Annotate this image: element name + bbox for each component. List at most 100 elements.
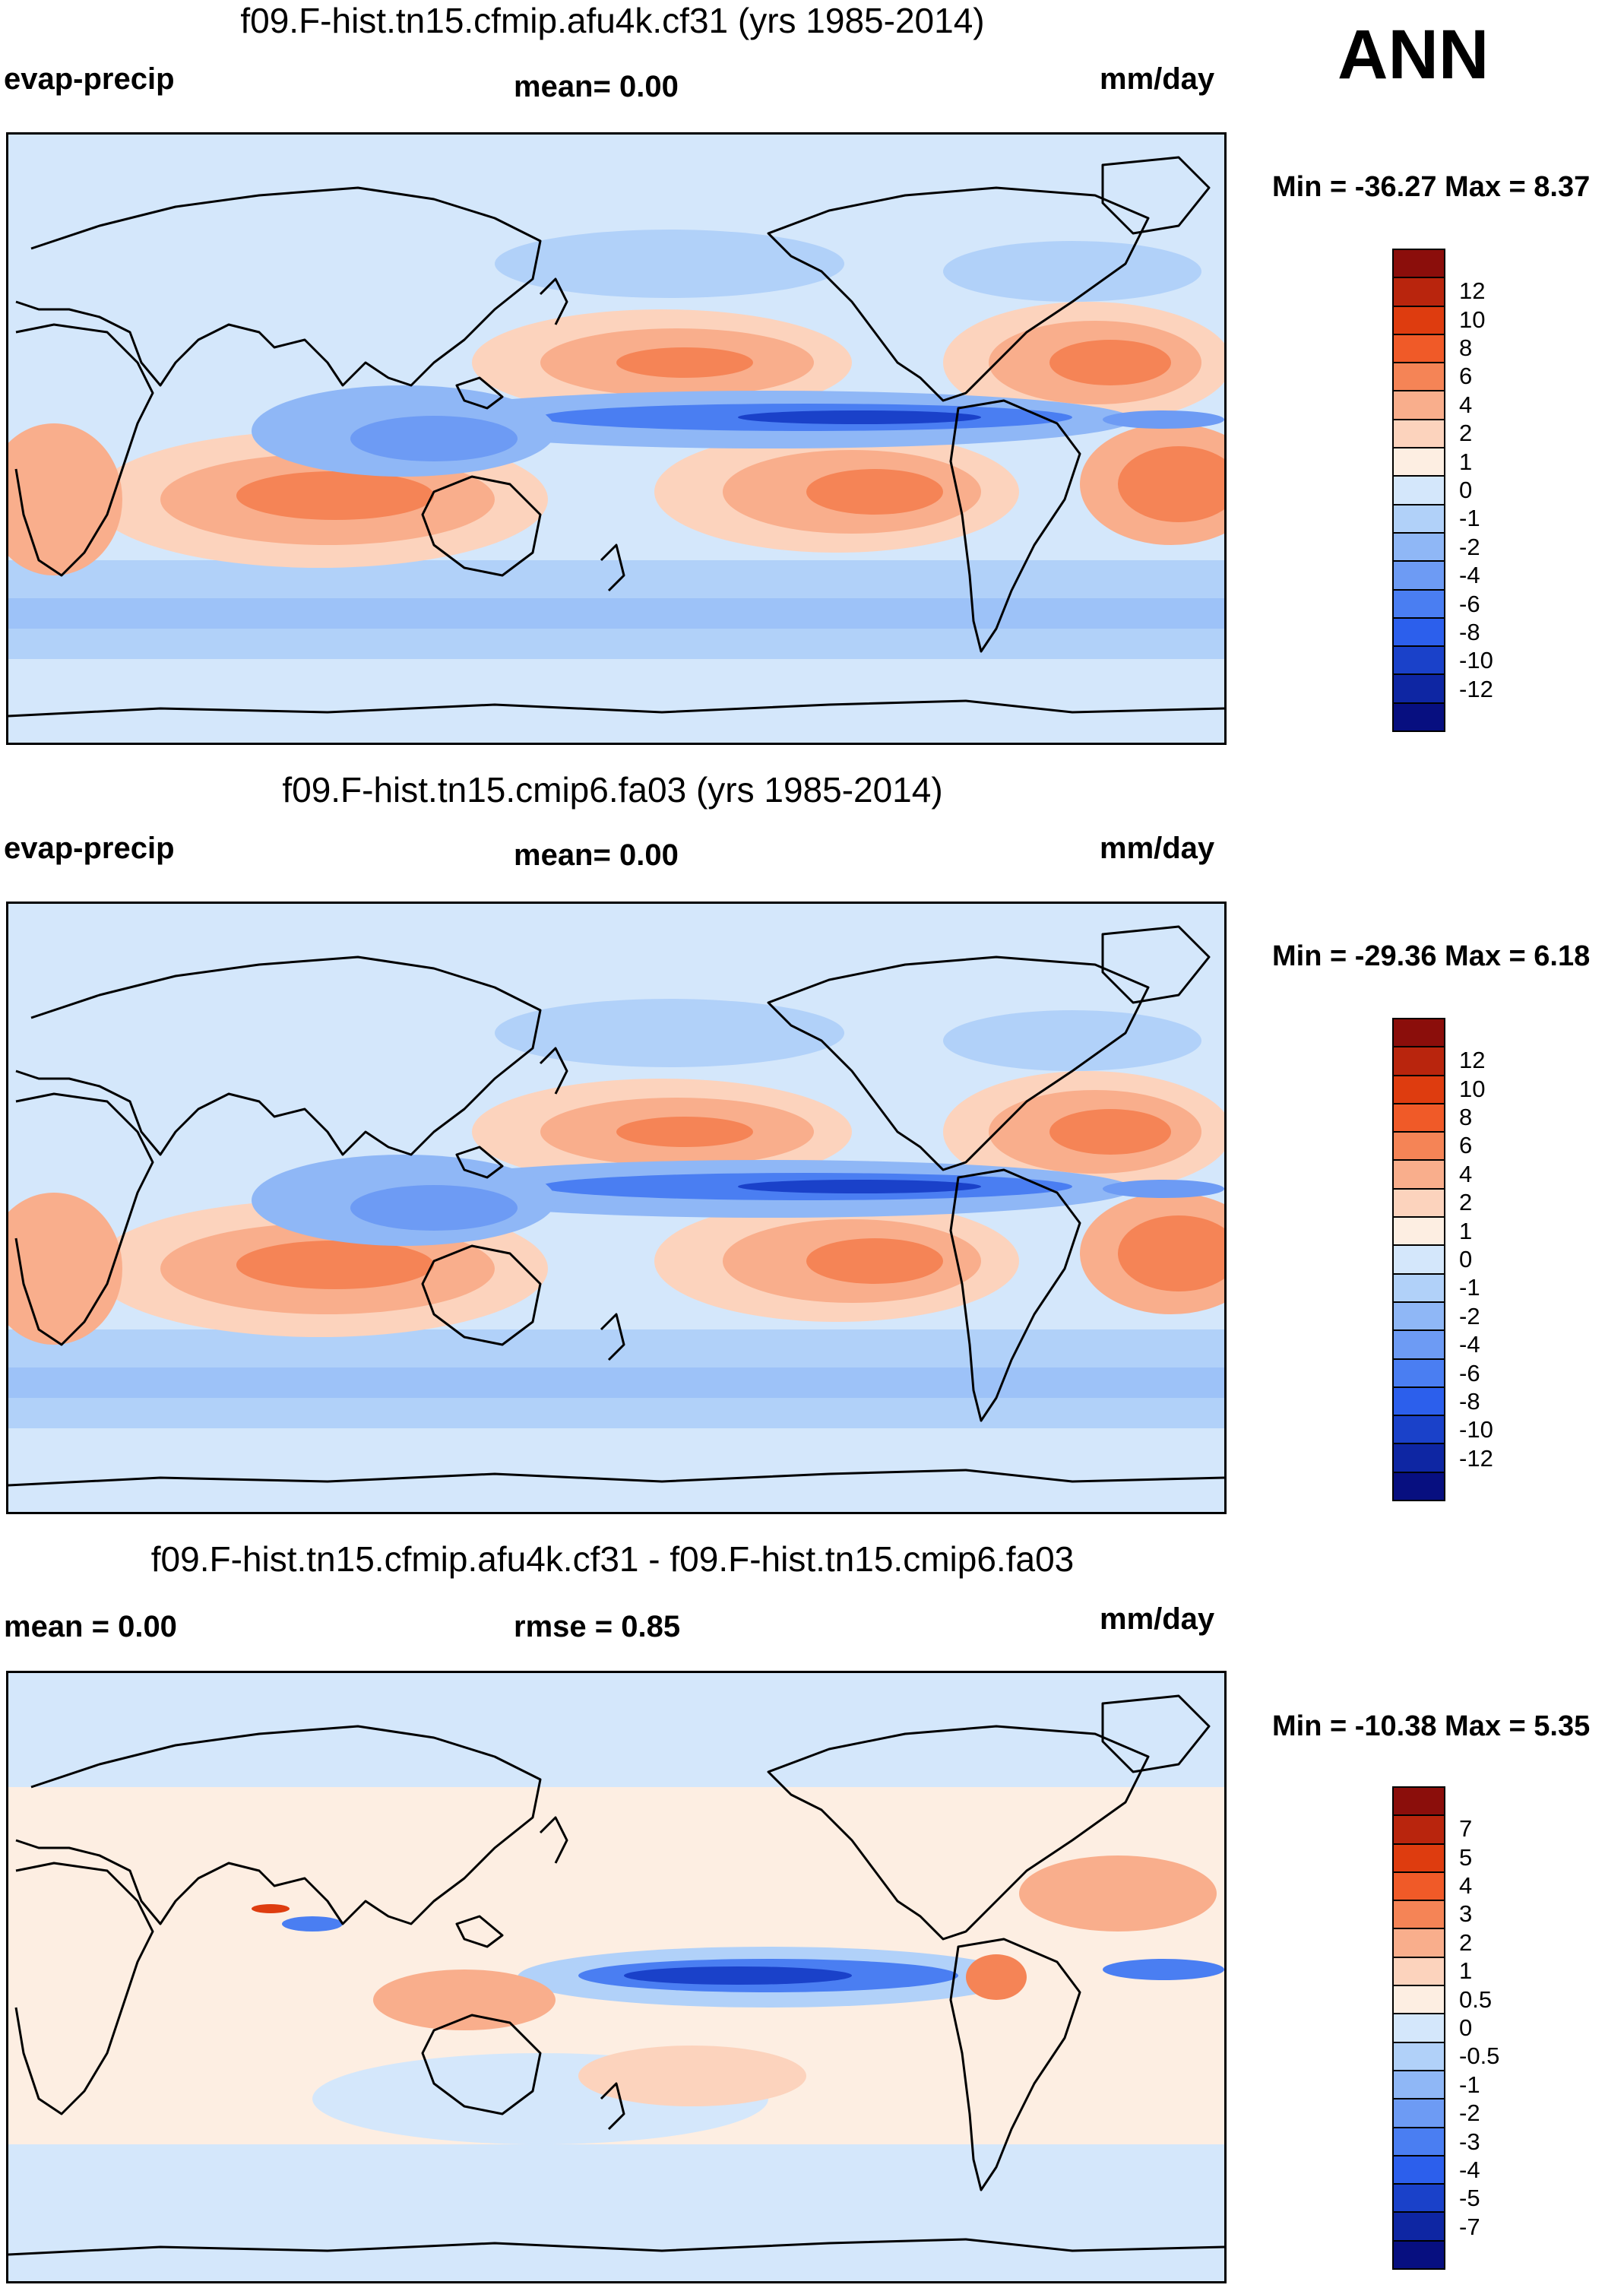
colorbar-swatch — [1394, 391, 1444, 420]
colorbar-tick-label: -12 — [1459, 1444, 1493, 1472]
colorbar-swatch — [1394, 1076, 1444, 1104]
colorbar-swatch — [1394, 2156, 1444, 2185]
panel-3-units-label: mm/day — [1100, 1602, 1215, 1636]
panel-1-map-field — [8, 135, 1224, 743]
panel-2-title: f09.F-hist.tn15.cmip6.fa03 (yrs 1985-201… — [282, 770, 943, 810]
colorbar-swatch — [1394, 2241, 1444, 2269]
colorbar-tick-label: 8 — [1459, 1103, 1473, 1130]
colorbar-tick-label: 3 — [1459, 1900, 1473, 1928]
panel-1-colorbar-ticks: 12 10 8 6 4 2 1 0 -1 -2 -4 -6 -8 -10 -12 — [1459, 249, 1550, 732]
colorbar-tick-label: 1 — [1459, 448, 1473, 475]
colorbar-swatch — [1394, 533, 1444, 562]
colorbar-swatch — [1394, 1416, 1444, 1445]
colorbar-tick-label: -12 — [1459, 675, 1493, 702]
panel-2-mean-label: mean= 0.00 — [514, 838, 679, 872]
colorbar-swatch — [1394, 1019, 1444, 1048]
colorbar-swatch — [1394, 1359, 1444, 1388]
colorbar-tick-label: 12 — [1459, 277, 1486, 305]
colorbar-swatch — [1394, 647, 1444, 676]
colorbar-swatch — [1394, 1472, 1444, 1501]
colorbar-tick-label: 2 — [1459, 1189, 1473, 1216]
colorbar-tick-label: -0.5 — [1459, 2042, 1500, 2070]
colorbar-swatch — [1394, 1161, 1444, 1190]
colorbar-swatch — [1394, 2014, 1444, 2043]
colorbar-tick-label: 0 — [1459, 1246, 1473, 1272]
panel-3-map-field — [8, 1673, 1224, 2281]
colorbar-swatch — [1394, 2042, 1444, 2071]
colorbar-swatch — [1394, 334, 1444, 364]
colorbar-tick-label: 1 — [1459, 1957, 1473, 1985]
colorbar-tick-label: -4 — [1459, 1331, 1480, 1358]
panel-2-map-field — [8, 904, 1224, 1512]
panel-2-colorbar-ticks: 12 10 8 6 4 2 1 0 -1 -2 -4 -6 -8 -10 -12 — [1459, 1018, 1550, 1501]
colorbar-tick-label: -6 — [1459, 590, 1480, 617]
panel-3-title: f09.F-hist.tn15.cfmip.afu4k.cf31 - f09.F… — [150, 1539, 1075, 1579]
colorbar-tick-label: -7 — [1459, 2213, 1480, 2240]
colorbar-tick-label: 2 — [1459, 1928, 1473, 1956]
panel-3-map — [6, 1671, 1227, 2283]
colorbar-tick-label: -1 — [1459, 1274, 1480, 1301]
colorbar-swatch — [1394, 250, 1444, 279]
colorbar-swatch — [1394, 675, 1444, 704]
colorbar-tick-label: 4 — [1459, 391, 1473, 418]
panel-3-rmse-label: rmse = 0.85 — [514, 1610, 681, 1643]
colorbar-swatch — [1394, 1047, 1444, 1076]
panel-1-mean-label: mean= 0.00 — [514, 70, 679, 103]
colorbar-tick-label: -2 — [1459, 2099, 1480, 2127]
colorbar-tick-label: -2 — [1459, 1302, 1480, 1329]
colorbar-swatch — [1394, 278, 1444, 307]
colorbar-swatch — [1394, 590, 1444, 619]
colorbar-tick-label: -5 — [1459, 2185, 1480, 2212]
panel-2-variable-label: evap-precip — [4, 832, 175, 865]
panel-2-minmax: Min = -29.36 Max = 6.18 — [1272, 940, 1591, 972]
colorbar-tick-label: -8 — [1459, 619, 1480, 646]
colorbar-swatch — [1394, 1957, 1444, 1987]
panel-1-colorbar — [1392, 249, 1445, 732]
colorbar-swatch — [1394, 420, 1444, 449]
colorbar-swatch — [1394, 1929, 1444, 1958]
colorbar-tick-label: 0.5 — [1459, 1985, 1493, 2013]
colorbar-tick-label: 2 — [1459, 420, 1473, 447]
colorbar-swatch — [1394, 1189, 1444, 1218]
colorbar-tick-label: -2 — [1459, 533, 1480, 560]
colorbar-tick-label: 1 — [1459, 1217, 1473, 1244]
colorbar-swatch — [1394, 1816, 1444, 1845]
colorbar-swatch — [1394, 1246, 1444, 1275]
colorbar-tick-label: 5 — [1459, 1843, 1473, 1871]
colorbar-tick-label: 6 — [1459, 1132, 1473, 1159]
colorbar-swatch — [1394, 1986, 1444, 2015]
colorbar-swatch — [1394, 1104, 1444, 1133]
colorbar-tick-label: 7 — [1459, 1815, 1473, 1843]
panel-1-units-label: mm/day — [1100, 62, 1215, 96]
colorbar-swatch — [1394, 1133, 1444, 1161]
colorbar-swatch — [1394, 2128, 1444, 2156]
colorbar-tick-label: 12 — [1459, 1047, 1486, 1074]
colorbar-swatch — [1394, 618, 1444, 648]
colorbar-tick-label: -10 — [1459, 1416, 1493, 1443]
panel-3-colorbar-ticks: 7 5 4 3 2 1 0.5 0 -0.5 -1 -2 -3 -4 -5 -7 — [1459, 1786, 1550, 2270]
colorbar-tick-label: -8 — [1459, 1388, 1480, 1415]
colorbar-tick-label: -6 — [1459, 1359, 1480, 1386]
colorbar-tick-label: -4 — [1459, 2156, 1480, 2184]
colorbar-swatch — [1394, 505, 1444, 534]
panel-2-colorbar — [1392, 1018, 1445, 1501]
colorbar-swatch — [1394, 1274, 1444, 1303]
colorbar-swatch — [1394, 1872, 1444, 1902]
colorbar-tick-label: 4 — [1459, 1160, 1473, 1187]
colorbar-tick-label: 10 — [1459, 306, 1486, 333]
colorbar-swatch — [1394, 1788, 1444, 1817]
colorbar-tick-label: 0 — [1459, 2014, 1473, 2041]
colorbar-tick-label: 4 — [1459, 1871, 1473, 1899]
panel-3-colorbar — [1392, 1786, 1445, 2270]
colorbar-swatch — [1394, 448, 1444, 477]
colorbar-swatch — [1394, 2071, 1444, 2100]
colorbar-swatch — [1394, 1844, 1444, 1873]
panel-1-map — [6, 132, 1227, 745]
panel-1-variable-label: evap-precip — [4, 62, 175, 96]
colorbar-swatch — [1394, 703, 1444, 731]
colorbar-tick-label: -4 — [1459, 562, 1480, 589]
colorbar-swatch — [1394, 1331, 1444, 1360]
panel-2-map — [6, 902, 1227, 1514]
colorbar-tick-label: 10 — [1459, 1075, 1486, 1102]
colorbar-tick-label: -10 — [1459, 647, 1493, 674]
